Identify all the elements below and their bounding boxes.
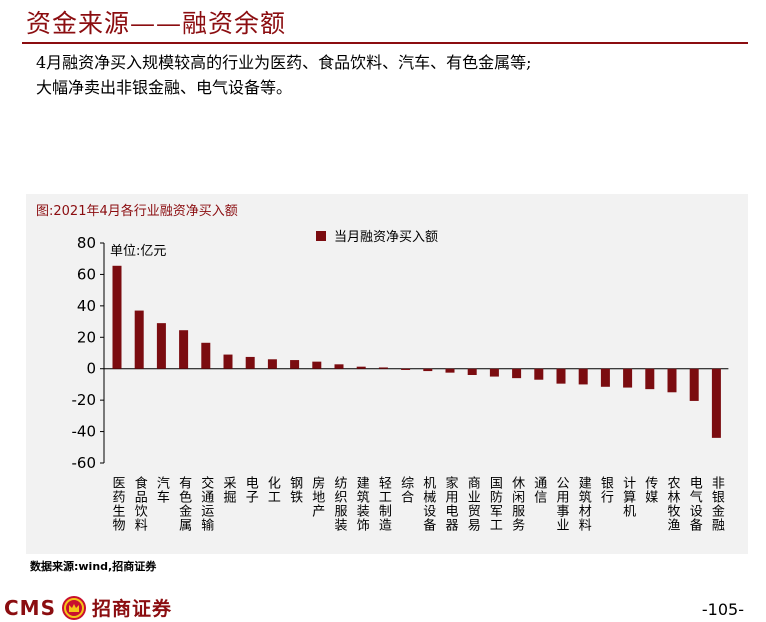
page-title: 资金来源——融资余额: [26, 9, 287, 38]
chart-legend: 当月融资净买入额: [316, 226, 438, 245]
x-tick-label: 非银金融: [709, 476, 725, 532]
y-tick-label: 60: [77, 265, 96, 283]
x-tick-label: 建筑材料: [576, 476, 592, 532]
x-tick-label: 计算机: [620, 476, 636, 518]
summary-line-1: 4月融资净买入规模较高的行业为医药、食品饮料、汽车、有色金属等;: [36, 53, 532, 72]
bar: [156, 323, 166, 369]
bar: [179, 330, 189, 369]
bar: [112, 265, 122, 369]
unit-label: 单位:亿元: [110, 244, 167, 259]
brand-emblem-icon: [61, 595, 86, 620]
y-tick-label: -60: [72, 454, 97, 472]
x-tick-label: 通信: [531, 476, 547, 504]
bar: [512, 368, 522, 379]
bar: [645, 368, 655, 390]
brand-cms-text: CMS: [4, 595, 56, 620]
y-tick-label: 40: [77, 297, 96, 315]
x-tick-label: 传媒: [642, 476, 658, 504]
legend-swatch: [316, 230, 326, 241]
legend-label: 当月融资净买入额: [334, 230, 439, 245]
bar: [578, 368, 588, 385]
chart-title: 图:2021年4月各行业融资净买入额: [36, 204, 238, 219]
x-tick-label: 农林牧渔: [665, 476, 681, 532]
bar: [467, 368, 477, 375]
bar: [334, 364, 344, 369]
summary-text: 4月融资净买入规模较高的行业为医药、食品饮料、汽车、有色金属等; 大幅净卖出非银…: [36, 50, 748, 100]
bar: [401, 368, 411, 370]
bar: [312, 361, 322, 369]
summary-line-2: 大幅净卖出非银金融、电气设备等。: [36, 78, 293, 97]
bar: [689, 368, 699, 401]
x-tick-label: 休闲服务: [509, 476, 525, 532]
x-tick-label: 钢铁: [287, 476, 303, 504]
x-tick-label: 化工: [265, 476, 281, 504]
x-tick-label: 商业贸易: [465, 476, 481, 532]
x-tick-label: 综合: [398, 476, 414, 504]
bar: [201, 342, 211, 369]
y-tick-label: -40: [72, 423, 97, 441]
x-tick-label: 汽车: [154, 476, 170, 504]
x-tick-label: 有色金属: [176, 476, 192, 532]
x-tick-label: 国防军工: [487, 476, 503, 532]
x-tick-label: 采掘: [221, 476, 237, 504]
x-tick-label: 公用事业: [554, 476, 570, 532]
x-tick-label: 银行: [598, 476, 614, 504]
x-tick-label: 电气设备: [687, 476, 703, 532]
bar: [378, 367, 388, 369]
x-tick-label: 家用电器: [443, 475, 459, 532]
x-tick-label: 食品饮料: [132, 475, 148, 532]
x-tick-label: 交通运输: [198, 475, 214, 532]
y-tick-label: 80: [77, 234, 96, 252]
bar: [600, 368, 610, 387]
y-tick-label: 20: [77, 328, 96, 346]
brand-name: 招商证券: [91, 598, 172, 620]
bar: [223, 354, 233, 369]
x-tick-label: 医药生物: [110, 476, 126, 532]
title-divider: [22, 42, 748, 44]
x-tick-label: 建筑装饰: [354, 476, 370, 532]
bar: [711, 368, 721, 438]
x-tick-label: 机械设备: [420, 476, 436, 532]
x-tick-label: 轻工制造: [376, 476, 392, 532]
brand-logo: CMS 招商证券: [4, 594, 172, 621]
bar: [356, 366, 366, 369]
y-tick-label: 0: [86, 360, 96, 378]
x-tick-label: 房地产: [309, 475, 325, 518]
page-number: -105-: [701, 600, 744, 619]
bar: [534, 368, 544, 380]
bar: [623, 368, 633, 388]
bar: [245, 356, 255, 369]
bar: [489, 368, 499, 377]
data-source: 数据来源:wind,招商证券: [30, 560, 157, 573]
bar: [445, 368, 455, 373]
bar: [423, 368, 433, 372]
y-tick-label: -20: [72, 391, 97, 409]
bar: [267, 359, 277, 369]
bar: [134, 310, 144, 369]
bar: [290, 360, 300, 369]
x-tick-label: 纺织服装: [332, 476, 348, 532]
bar: [667, 368, 677, 393]
bar: [556, 368, 566, 384]
x-tick-label: 电子: [243, 476, 259, 504]
